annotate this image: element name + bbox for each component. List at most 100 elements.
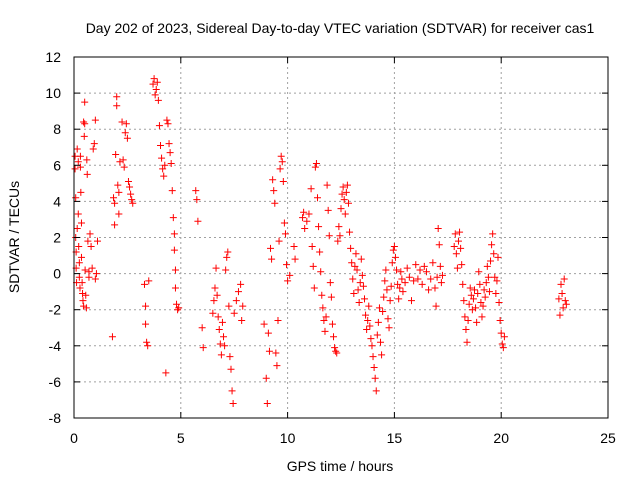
data-point bbox=[73, 224, 81, 232]
data-point bbox=[281, 230, 289, 238]
data-point bbox=[83, 170, 91, 178]
data-point bbox=[429, 259, 437, 267]
data-point bbox=[327, 293, 335, 301]
data-point bbox=[492, 289, 500, 297]
data-point bbox=[210, 297, 218, 305]
data-point bbox=[489, 230, 497, 238]
data-point bbox=[286, 271, 294, 279]
data-point bbox=[322, 313, 330, 321]
data-point bbox=[213, 291, 221, 299]
data-point bbox=[218, 318, 226, 326]
data-point bbox=[457, 244, 465, 252]
data-point bbox=[334, 237, 342, 245]
data-point bbox=[74, 158, 82, 166]
data-point bbox=[475, 268, 483, 276]
data-point bbox=[499, 344, 507, 352]
data-point bbox=[493, 277, 501, 285]
data-point bbox=[151, 91, 159, 99]
data-point bbox=[115, 188, 123, 196]
data-point bbox=[491, 273, 499, 281]
data-point bbox=[171, 266, 179, 274]
data-point bbox=[436, 262, 444, 270]
data-point bbox=[169, 214, 177, 222]
data-point bbox=[222, 266, 230, 274]
data-point bbox=[320, 317, 328, 325]
data-point bbox=[272, 349, 280, 357]
data-point bbox=[359, 282, 367, 290]
data-point bbox=[311, 163, 319, 171]
data-point bbox=[153, 78, 161, 86]
data-point bbox=[71, 165, 79, 173]
data-point bbox=[79, 289, 87, 297]
data-point bbox=[397, 268, 405, 276]
data-point bbox=[395, 295, 403, 303]
data-point bbox=[162, 369, 170, 377]
data-point bbox=[86, 230, 94, 238]
data-point bbox=[284, 277, 292, 285]
data-point bbox=[354, 286, 362, 294]
y-tick-label: -6 bbox=[49, 374, 62, 390]
data-point bbox=[458, 261, 466, 269]
y-tick-label: 12 bbox=[45, 49, 61, 65]
data-point bbox=[391, 253, 399, 261]
data-point bbox=[450, 243, 458, 251]
data-point bbox=[123, 134, 131, 142]
data-point bbox=[356, 279, 364, 287]
x-tick-label: 15 bbox=[387, 430, 403, 446]
y-tick-label: -8 bbox=[49, 410, 62, 426]
data-point bbox=[498, 340, 506, 348]
data-point bbox=[217, 351, 225, 359]
data-point bbox=[77, 188, 85, 196]
data-point bbox=[484, 273, 492, 281]
data-point bbox=[342, 188, 350, 196]
data-point bbox=[114, 181, 122, 189]
data-point bbox=[471, 286, 478, 294]
data-point bbox=[314, 194, 322, 202]
data-point bbox=[220, 333, 228, 341]
data-point bbox=[344, 199, 352, 207]
x-axis-ticks: 0 5 10 15 20 25 bbox=[70, 57, 616, 446]
data-point bbox=[355, 298, 363, 306]
x-tick-label: 5 bbox=[177, 430, 185, 446]
data-point bbox=[124, 178, 132, 186]
data-point bbox=[477, 298, 485, 306]
data-point bbox=[369, 353, 377, 361]
data-point bbox=[140, 280, 148, 288]
data-point bbox=[343, 181, 351, 189]
data-point bbox=[357, 255, 365, 263]
data-point bbox=[161, 161, 169, 169]
data-point bbox=[497, 329, 505, 337]
data-point bbox=[75, 243, 83, 251]
data-point bbox=[321, 327, 329, 335]
data-point bbox=[122, 120, 130, 128]
data-point bbox=[466, 284, 474, 292]
data-point bbox=[401, 279, 409, 287]
data-point bbox=[407, 297, 415, 305]
data-point bbox=[81, 98, 89, 106]
data-point bbox=[323, 181, 331, 189]
data-point bbox=[467, 291, 475, 299]
data-point bbox=[437, 279, 445, 287]
data-point bbox=[562, 300, 570, 308]
data-point bbox=[469, 295, 477, 303]
data-point bbox=[93, 237, 101, 245]
data-point bbox=[82, 304, 90, 312]
data-point bbox=[83, 156, 91, 164]
data-point bbox=[72, 194, 80, 202]
data-point bbox=[452, 250, 460, 258]
x-axis-label: GPS time / hours bbox=[287, 458, 394, 474]
data-point bbox=[382, 266, 390, 274]
data-point bbox=[472, 304, 480, 312]
data-point bbox=[380, 293, 388, 301]
data-point bbox=[239, 302, 247, 310]
data-point bbox=[237, 280, 245, 288]
data-point bbox=[111, 221, 119, 229]
data-point bbox=[126, 183, 134, 191]
data-point bbox=[228, 387, 236, 395]
data-point bbox=[456, 228, 464, 236]
data-point bbox=[76, 284, 84, 292]
data-point bbox=[118, 118, 126, 126]
data-point bbox=[463, 338, 471, 346]
data-point bbox=[152, 85, 160, 93]
data-point bbox=[420, 262, 428, 270]
